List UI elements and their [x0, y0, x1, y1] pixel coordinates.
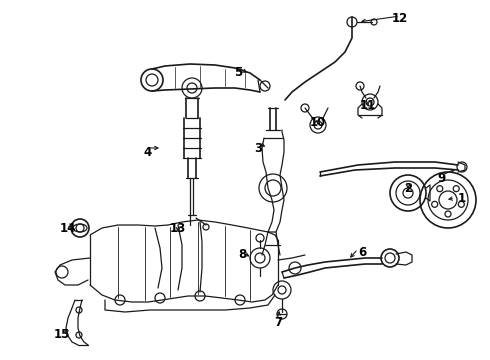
Text: 3: 3	[254, 141, 262, 154]
Text: 13: 13	[170, 221, 186, 234]
Text: 11: 11	[360, 99, 376, 112]
Text: 2: 2	[404, 181, 412, 194]
Text: 7: 7	[274, 315, 282, 328]
Text: 12: 12	[392, 12, 408, 24]
Text: 9: 9	[438, 171, 446, 185]
Text: 1: 1	[458, 192, 466, 204]
Text: 14: 14	[60, 221, 76, 234]
Text: 6: 6	[358, 246, 366, 258]
Text: 15: 15	[54, 328, 70, 342]
Text: 8: 8	[238, 248, 246, 261]
Text: 5: 5	[234, 66, 242, 78]
Text: 10: 10	[310, 116, 326, 129]
Text: 4: 4	[144, 145, 152, 158]
